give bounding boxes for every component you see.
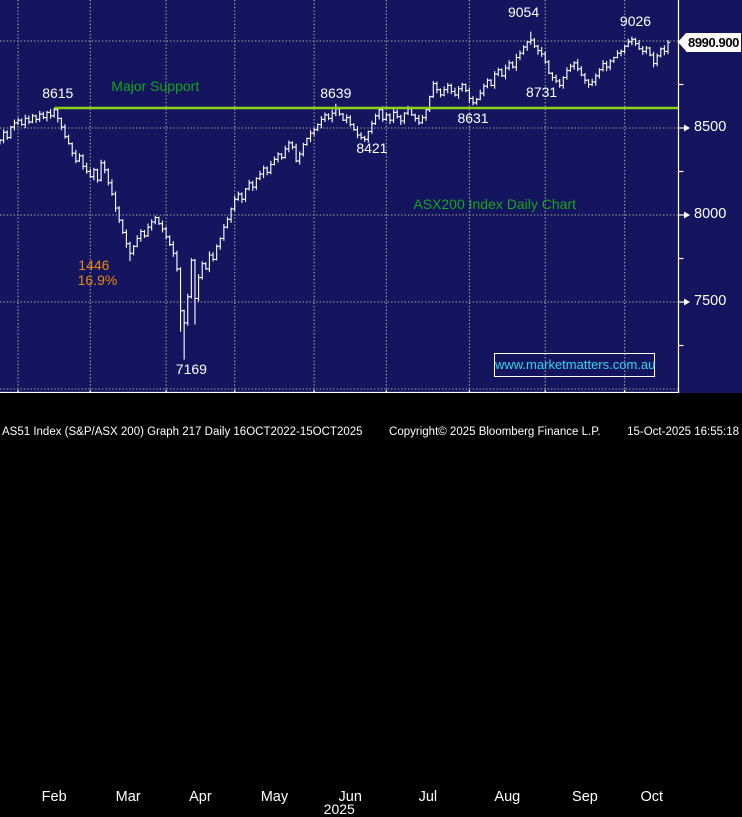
x-axis-label-apr: Apr bbox=[189, 789, 212, 805]
y-tick-arrow bbox=[684, 124, 690, 132]
x-axis-label-jul: Jul bbox=[418, 789, 438, 805]
status-instrument-text: AS51 Index (S&P/ASX 200) Graph 217 Daily… bbox=[2, 426, 363, 438]
x-axis-label-may: May bbox=[260, 789, 289, 805]
chart-annotation: ASX200 Index Daily Chart bbox=[413, 195, 576, 212]
chart-plot-area[interactable]: 8615 Major Support 8639 8421 9054 9026 8731 863… bbox=[0, 0, 742, 398]
y-tick-arrow bbox=[684, 298, 690, 306]
x-axis-label-oct: Oct bbox=[640, 789, 664, 805]
x-axis-label-aug: Aug bbox=[494, 789, 521, 805]
x-axis-year-label: 2025 bbox=[323, 801, 355, 817]
chart-annotation: 8421 bbox=[356, 140, 388, 156]
y-tick-arrow bbox=[684, 211, 690, 219]
chart-annotation: 1446 bbox=[78, 256, 110, 273]
chart-annotation: Major Support bbox=[111, 78, 200, 95]
x-axis-label-mar: Mar bbox=[115, 789, 141, 805]
chart-canvas bbox=[0, 0, 690, 398]
marketmatters-link[interactable]: www.marketmatters.com.au bbox=[494, 353, 655, 377]
status-timestamp-text: 15-Oct-2025 16:55:18 bbox=[627, 426, 739, 438]
last-price-callout: 8990.900 bbox=[678, 33, 741, 53]
status-copyright-text: Copyright© 2025 Bloomberg Finance L.P. bbox=[389, 426, 601, 438]
y-axis-label: 8000 bbox=[694, 206, 727, 222]
x-axis-label-feb: Feb bbox=[41, 789, 67, 805]
y-axis-label: 7500 bbox=[694, 293, 727, 309]
x-axis-label-sep: Sep bbox=[572, 789, 598, 805]
chart-annotation: 8631 bbox=[457, 110, 489, 127]
ohlc-bars bbox=[0, 31, 671, 360]
chart-annotation: 9026 bbox=[619, 12, 652, 29]
chart-annotation: 9054 bbox=[507, 4, 540, 21]
chart-annotation: 8731 bbox=[526, 84, 558, 101]
chart-annotation: 16.9% bbox=[77, 272, 118, 289]
chart-annotation: 7169 bbox=[175, 360, 207, 377]
chart-annotation: 8615 bbox=[42, 85, 74, 102]
chart-annotation: 8639 bbox=[320, 85, 352, 102]
y-axis-label: 8500 bbox=[694, 119, 727, 135]
status-bar: AS51 Index (S&P/ASX 200) Graph 217 Daily… bbox=[2, 426, 739, 439]
